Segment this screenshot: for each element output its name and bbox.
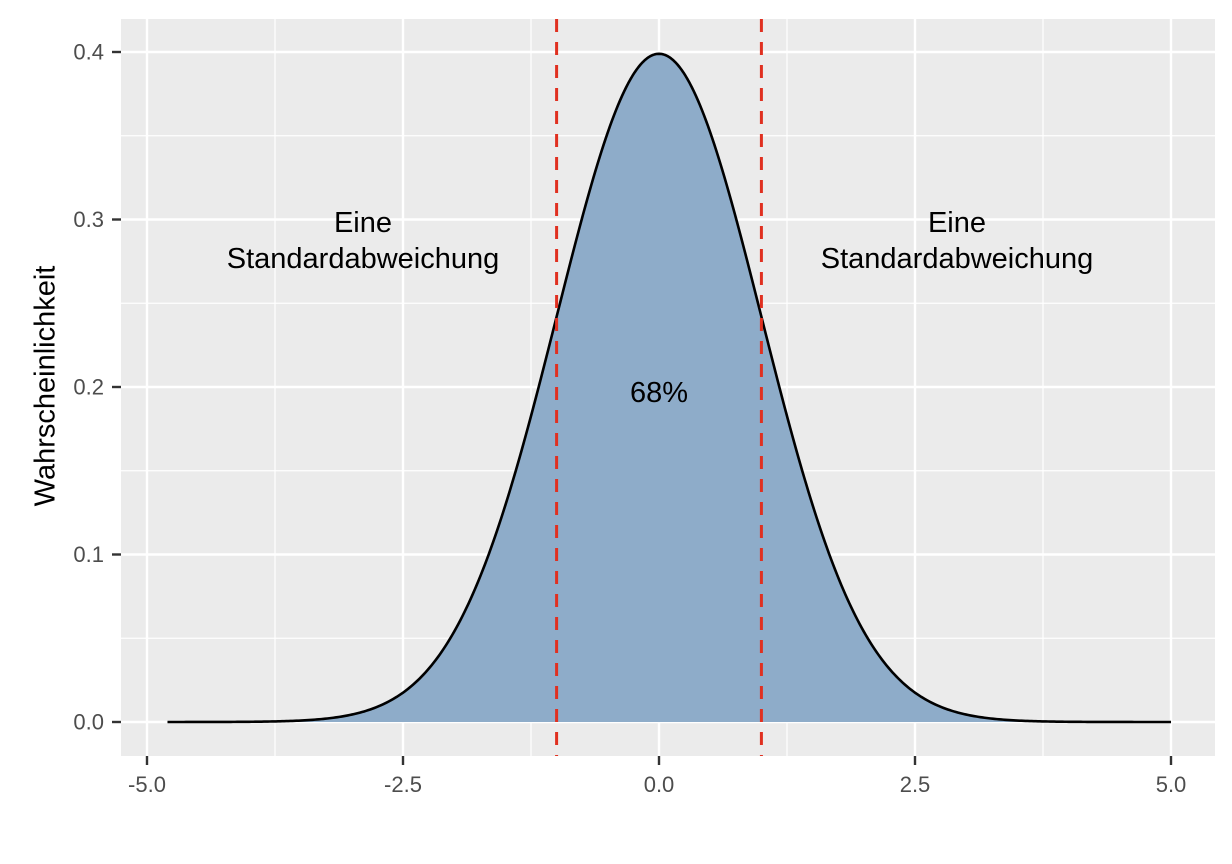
y-tick-label: 0.0 xyxy=(73,710,104,735)
x-tick-label: 0.0 xyxy=(644,772,675,797)
y-tick-label: 0.1 xyxy=(73,542,104,567)
y-tick-label: 0.2 xyxy=(73,375,104,400)
annotation-left-line2: Standardabweichung xyxy=(227,243,499,275)
x-tick-label: -2.5 xyxy=(384,772,422,797)
annotation-right-line2: Standardabweichung xyxy=(821,243,1093,275)
y-axis-title: Wahrscheinlichkeit xyxy=(30,266,62,507)
x-tick-label: -5.0 xyxy=(128,772,166,797)
annotation-left: Eine Standardabweichung xyxy=(227,207,499,275)
y-tick-label: 0.4 xyxy=(73,40,104,65)
annotation-center-percent: 68% xyxy=(630,377,688,409)
annotation-right: Eine Standardabweichung xyxy=(821,207,1093,275)
x-axis: -5.0 -2.5 0.0 2.5 5.0 xyxy=(128,756,1186,797)
annotation-right-line1: Eine xyxy=(928,207,986,239)
reference-lines xyxy=(555,19,763,756)
y-axis: 0.0 0.1 0.2 0.3 0.4 xyxy=(73,40,121,735)
x-tick-label: 2.5 xyxy=(900,772,931,797)
y-tick-label: 0.3 xyxy=(73,207,104,232)
density-curve xyxy=(167,52,1171,724)
x-tick-label: 5.0 xyxy=(1156,772,1187,797)
density-area xyxy=(167,53,1172,722)
annotation-left-line1: Eine xyxy=(334,207,392,239)
